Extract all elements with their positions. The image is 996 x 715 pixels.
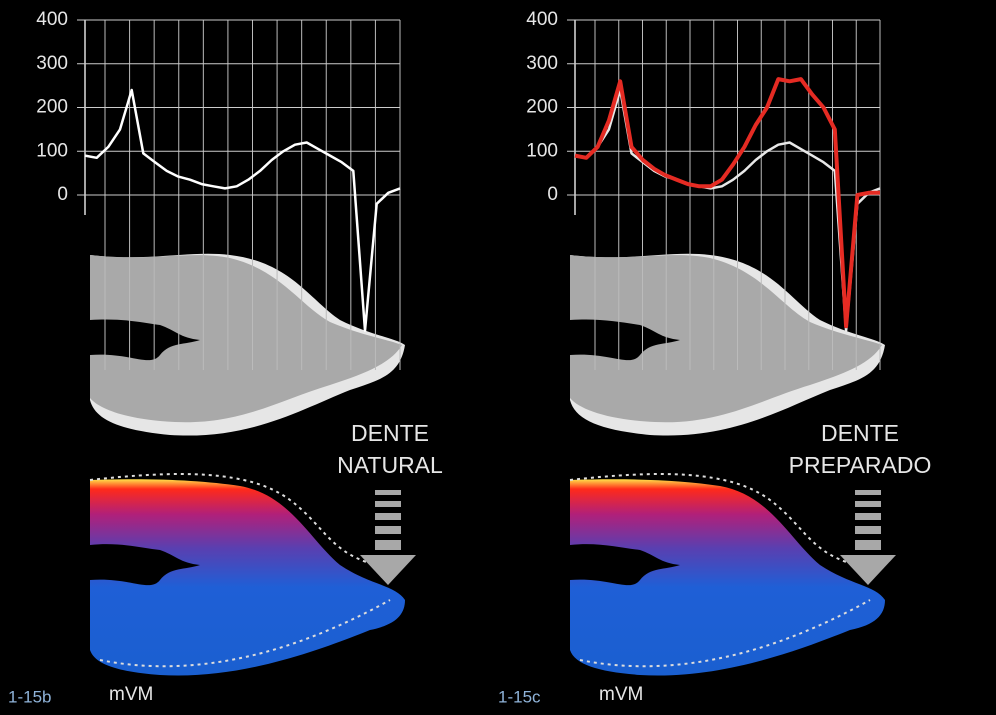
y-tick-label: 200 bbox=[36, 97, 68, 118]
figure: 0 100 200 300 400 DENTE NATURAL mVM 1-15b 0 100 200… bbox=[0, 0, 996, 715]
unit-label: mVM bbox=[599, 684, 643, 705]
stress-map bbox=[570, 474, 896, 676]
y-tick-label: 0 bbox=[547, 184, 558, 205]
annotation: DENTE bbox=[351, 420, 429, 446]
y-tick-label: 100 bbox=[36, 140, 68, 161]
stress-map bbox=[90, 474, 416, 676]
annotation: NATURAL bbox=[337, 452, 443, 478]
figure-label: 1-15b bbox=[8, 687, 51, 706]
y-tick-label: 0 bbox=[57, 184, 68, 205]
unit-label: mVM bbox=[109, 684, 153, 705]
y-tick-label: 400 bbox=[526, 9, 558, 30]
y-tick-label: 200 bbox=[526, 97, 558, 118]
tooth-section bbox=[90, 254, 405, 436]
annotation: DENTE bbox=[821, 420, 899, 446]
illustrations bbox=[90, 254, 896, 676]
annotation: PREPARADO bbox=[789, 452, 932, 478]
tooth-section bbox=[570, 254, 885, 436]
y-tick-label: 100 bbox=[526, 140, 558, 161]
y-tick-label: 300 bbox=[36, 53, 68, 74]
y-tick-label: 300 bbox=[526, 53, 558, 74]
y-tick-label: 400 bbox=[36, 9, 68, 30]
figure-label: 1-15c bbox=[498, 687, 541, 706]
